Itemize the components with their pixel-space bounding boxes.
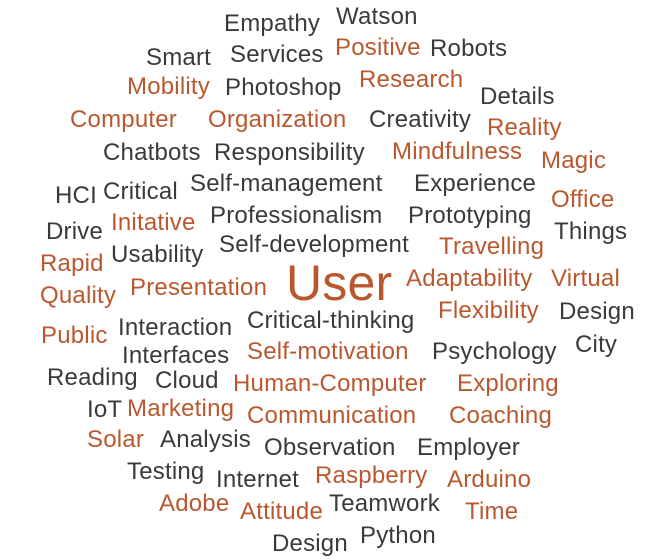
word-creativity: Creativity — [369, 106, 472, 133]
word-mobility: Mobility — [127, 73, 210, 100]
word-psychology: Psychology — [432, 338, 557, 365]
word-quality: Quality — [40, 282, 117, 309]
word-services: Services — [230, 41, 324, 68]
word-chatbots: Chatbots — [103, 139, 201, 166]
word-presentation: Presentation — [130, 274, 268, 301]
word-photoshop: Photoshop — [225, 74, 342, 101]
word-flexibility: Flexibility — [438, 297, 539, 324]
word-magic: Magic — [541, 147, 607, 174]
word-reading: Reading — [47, 364, 138, 391]
word-exploring: Exploring — [457, 370, 559, 397]
word-usability: Usability — [111, 241, 204, 268]
word-user: User — [286, 255, 393, 311]
word-internet: Internet — [216, 466, 299, 493]
word-responsibility: Responsibility — [214, 139, 365, 166]
word-time: Time — [465, 498, 519, 525]
word-observation: Observation — [264, 434, 396, 461]
word-smart: Smart — [146, 44, 212, 71]
word-initative: Initative — [111, 209, 196, 236]
word-rapid: Rapid — [40, 250, 104, 277]
word-computer: Computer — [70, 106, 177, 133]
word-public: Public — [41, 322, 108, 349]
word-professionalism: Professionalism — [210, 202, 383, 229]
word-design-bottom: Design — [272, 530, 348, 557]
word-marketing: Marketing — [127, 395, 235, 422]
word-self-development: Self-development — [219, 231, 409, 258]
word-attitude: Attitude — [240, 498, 323, 525]
word-hci: HCI — [55, 182, 97, 209]
word-analysis: Analysis — [160, 426, 251, 453]
word-reality: Reality — [487, 114, 562, 141]
word-self-motivation: Self-motivation — [247, 338, 409, 365]
word-drive: Drive — [46, 218, 104, 245]
word-raspberry: Raspberry — [315, 462, 428, 489]
word-critical: Critical — [103, 178, 178, 205]
word-robots: Robots — [430, 35, 508, 62]
word-interfaces: Interfaces — [122, 342, 230, 369]
word-details: Details — [480, 83, 555, 110]
word-research: Research — [359, 66, 464, 93]
word-adobe: Adobe — [159, 490, 230, 517]
word-arduino: Arduino — [447, 466, 532, 493]
word-employer: Employer — [417, 434, 520, 461]
word-mindfulness: Mindfulness — [392, 138, 523, 165]
word-communication: Communication — [247, 402, 417, 429]
word-organization: Organization — [208, 106, 347, 133]
word-experience: Experience — [414, 170, 537, 197]
word-interaction: Interaction — [118, 314, 233, 341]
word-self-management: Self-management — [190, 170, 383, 197]
word-testing: Testing — [127, 458, 205, 485]
word-human-computer: Human-Computer — [233, 370, 427, 397]
word-cloud: Cloud — [155, 367, 219, 394]
word-adaptability: Adaptability — [406, 265, 533, 292]
word-python: Python — [360, 522, 436, 549]
word-teamwork: Teamwork — [329, 490, 440, 517]
word-critical-thinking: Critical-thinking — [247, 307, 415, 334]
word-office: Office — [551, 186, 615, 213]
word-things: Things — [554, 218, 628, 245]
word-prototyping: Prototyping — [408, 202, 532, 229]
word-iot: IoT — [87, 396, 123, 423]
word-city: City — [575, 331, 618, 358]
word-positive: Positive — [335, 34, 421, 61]
word-empathy: Empathy — [224, 10, 321, 37]
word-design: Design — [559, 298, 635, 325]
word-coaching: Coaching — [449, 402, 553, 429]
word-virtual: Virtual — [551, 265, 620, 292]
word-watson: Watson — [336, 3, 418, 30]
word-solar: Solar — [87, 426, 145, 453]
word-travelling: Travelling — [439, 233, 545, 260]
